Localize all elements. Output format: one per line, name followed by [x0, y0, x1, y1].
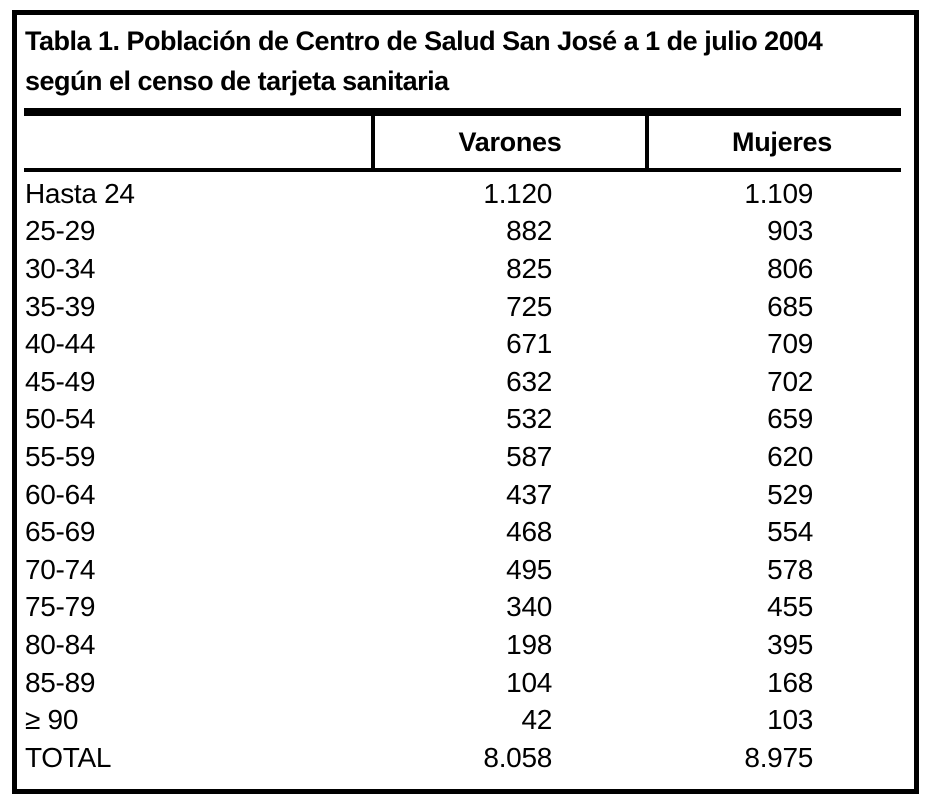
- mujeres-value: 620: [767, 440, 813, 472]
- mujeres-value: 806: [767, 252, 813, 284]
- varones-value: 725: [506, 290, 552, 322]
- age-group-label: 45-49: [25, 365, 96, 397]
- varones-value: 882: [506, 215, 552, 247]
- header-cell-varones: Varones: [458, 126, 562, 157]
- header-top-rule: [24, 108, 901, 116]
- varones-value: 632: [506, 365, 552, 397]
- varones-value: 8.058: [483, 741, 552, 773]
- mujeres-value: 709: [767, 328, 813, 360]
- age-group-label: 50-54: [25, 403, 96, 435]
- age-group-label: 85-89: [25, 666, 96, 698]
- varones-value: 104: [506, 666, 552, 698]
- age-group-label: 75-79: [25, 591, 96, 623]
- table-body: Hasta 24 1.120 1.109 25-29 882 903 30-34…: [17, 175, 914, 777]
- table-row: 60-64 437 529: [17, 476, 914, 514]
- age-group-label: 70-74: [25, 553, 96, 585]
- varones-value: 42: [521, 704, 552, 736]
- table-row: 80-84 198 395: [17, 626, 914, 664]
- header-bottom-rule: [24, 168, 901, 172]
- mujeres-value: 578: [767, 553, 813, 585]
- table-frame: Tabla 1. Población de Centro de Salud Sa…: [12, 10, 919, 794]
- age-group-label: ≥ 90: [25, 704, 79, 736]
- age-group-label: 25-29: [25, 215, 96, 247]
- mujeres-value: 659: [767, 403, 813, 435]
- header-cell-mujeres: Mujeres: [732, 126, 832, 157]
- table-row: 30-34 825 806: [17, 250, 914, 288]
- mujeres-value: 8.975: [744, 741, 813, 773]
- mujeres-value: 1.109: [744, 177, 813, 209]
- age-group-label: 55-59: [25, 440, 96, 472]
- varones-value: 671: [506, 328, 552, 360]
- mujeres-value: 554: [767, 516, 813, 548]
- age-group-label: 40-44: [25, 328, 96, 360]
- table-header-row: Varones Mujeres: [17, 116, 914, 168]
- varones-value: 1.120: [483, 177, 552, 209]
- table-row: 40-44 671 709: [17, 325, 914, 363]
- table-title-line1: Tabla 1. Población de Centro de Salud Sa…: [25, 26, 823, 56]
- age-group-label: 35-39: [25, 290, 96, 322]
- table-row: 25-29 882 903: [17, 213, 914, 251]
- table-row: 55-59 587 620: [17, 438, 914, 476]
- age-group-label: Hasta 24: [25, 177, 135, 209]
- age-group-label: 60-64: [25, 478, 96, 510]
- column-divider-left: [371, 116, 375, 168]
- table-title: Tabla 1. Población de Centro de Salud Sa…: [25, 21, 906, 101]
- table-row: Hasta 24 1.120 1.109: [17, 175, 914, 213]
- table-row: 65-69 468 554: [17, 513, 914, 551]
- table-row: 45-49 632 702: [17, 363, 914, 401]
- table-row: 50-54 532 659: [17, 401, 914, 439]
- table-row: ≥ 90 42 103: [17, 701, 914, 739]
- varones-value: 340: [506, 591, 552, 623]
- table-row: 75-79 340 455: [17, 589, 914, 627]
- table-row: TOTAL 8.058 8.975: [17, 739, 914, 777]
- varones-value: 437: [506, 478, 552, 510]
- age-group-label: TOTAL: [25, 741, 112, 773]
- age-group-label: 30-34: [25, 252, 96, 284]
- mujeres-value: 395: [767, 628, 813, 660]
- varones-value: 587: [506, 440, 552, 472]
- varones-value: 532: [506, 403, 552, 435]
- table-row: 35-39 725 685: [17, 288, 914, 326]
- mujeres-value: 168: [767, 666, 813, 698]
- varones-value: 198: [506, 628, 552, 660]
- column-divider-right: [645, 116, 649, 168]
- age-group-label: 80-84: [25, 628, 96, 660]
- varones-value: 825: [506, 252, 552, 284]
- varones-value: 495: [506, 553, 552, 585]
- mujeres-value: 455: [767, 591, 813, 623]
- mujeres-value: 103: [767, 704, 813, 736]
- mujeres-value: 702: [767, 365, 813, 397]
- table-row: 85-89 104 168: [17, 664, 914, 702]
- mujeres-value: 903: [767, 215, 813, 247]
- mujeres-value: 529: [767, 478, 813, 510]
- table-title-line2: según el censo de tarjeta sanitaria: [25, 66, 449, 96]
- varones-value: 468: [506, 516, 552, 548]
- age-group-label: 65-69: [25, 516, 96, 548]
- table-row: 70-74 495 578: [17, 551, 914, 589]
- header-cell-empty: [17, 116, 371, 168]
- mujeres-value: 685: [767, 290, 813, 322]
